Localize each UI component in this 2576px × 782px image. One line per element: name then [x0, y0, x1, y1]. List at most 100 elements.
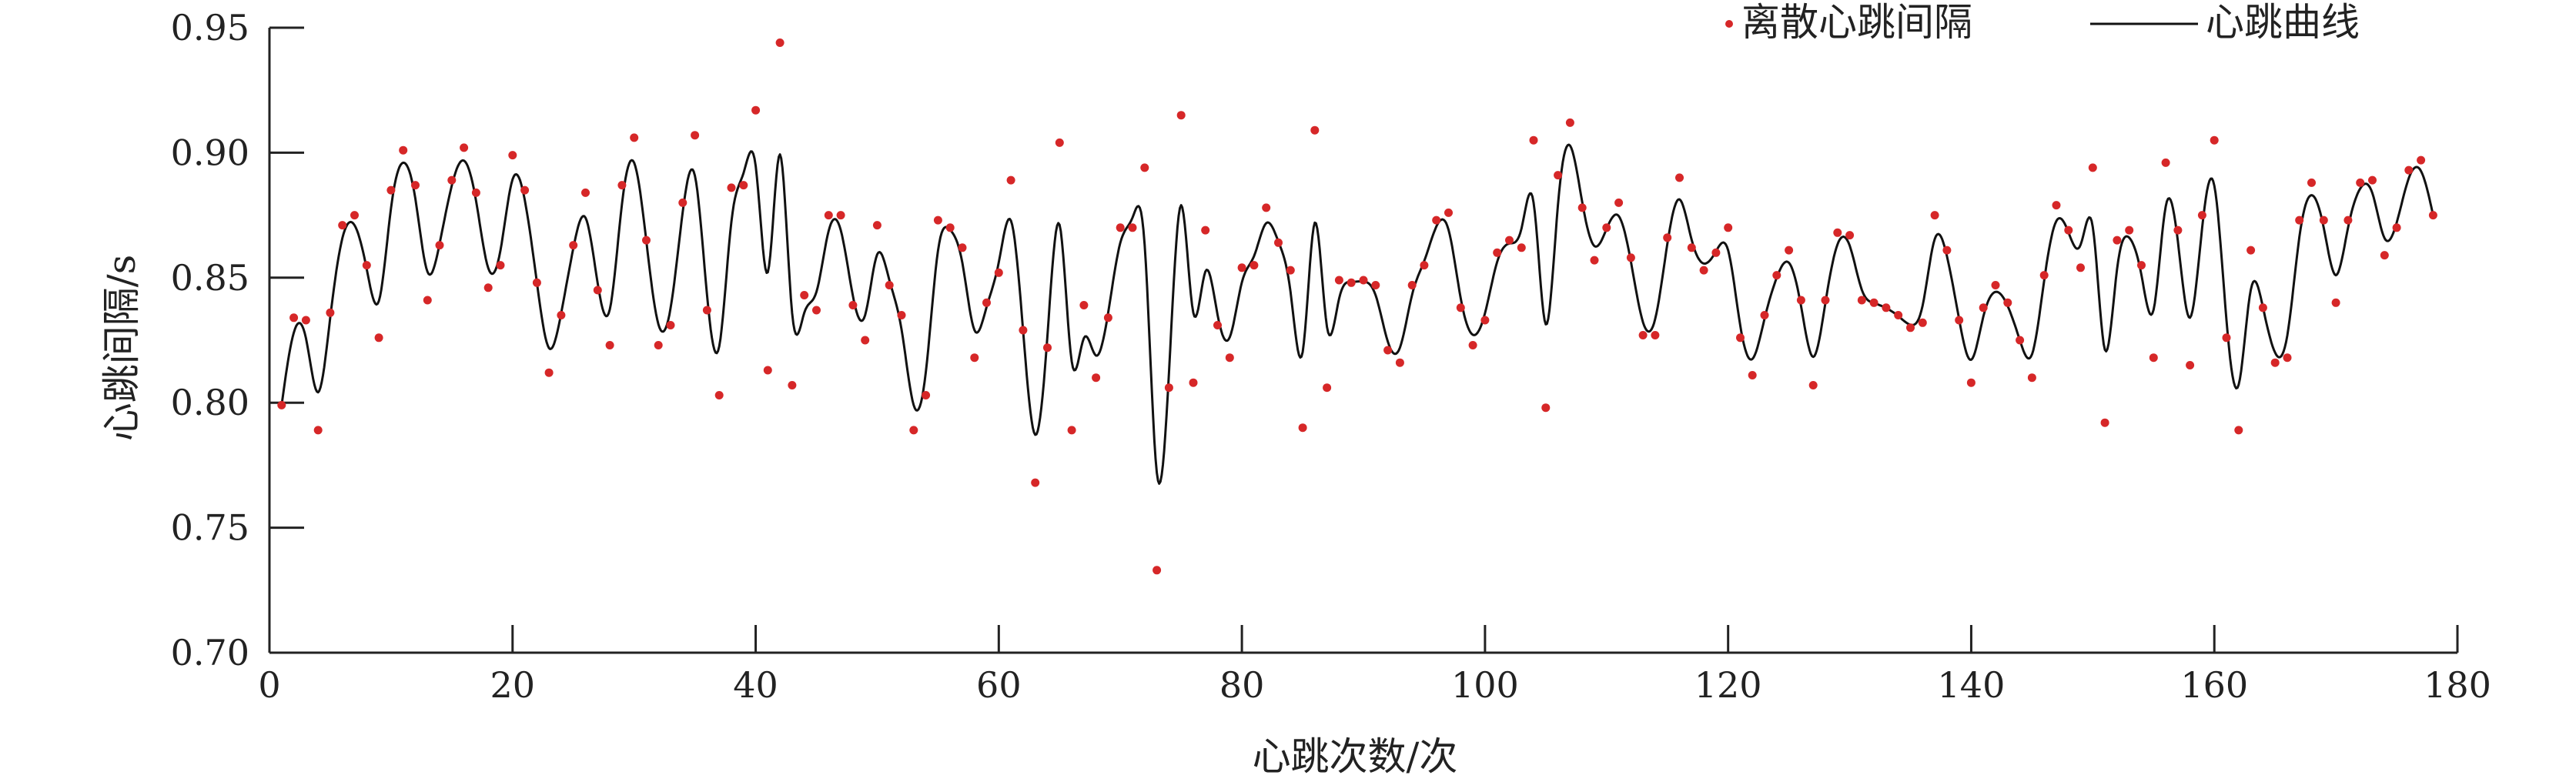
rr-interval-point — [1554, 171, 1563, 180]
rr-interval-point — [1651, 331, 1660, 339]
axes: 0.70 0.75 0.80 0.85 0.90 0.95 0 20 40 60 80 100 120 1… — [171, 7, 2491, 706]
rr-interval-points-layer — [277, 38, 2437, 575]
x-axis-title: 心跳次数/次 — [1253, 734, 1458, 779]
rr-interval-point — [1590, 256, 1599, 265]
rr-interval-point — [1055, 138, 1064, 147]
x-tick-label: 0 — [258, 664, 280, 706]
rr-interval-point — [423, 296, 432, 305]
rr-interval-point — [350, 211, 359, 220]
rr-interval-point — [1529, 135, 1538, 145]
rr-interval-point — [1371, 281, 1380, 289]
y-tick-label: 0.70 — [171, 632, 249, 673]
legend-curve-label: 心跳曲线 — [2206, 0, 2360, 45]
rr-interval-point — [460, 143, 469, 152]
rr-interval-point — [1116, 223, 1125, 232]
rr-interval-point — [1128, 223, 1137, 232]
rr-interval-point — [2027, 373, 2036, 383]
rr-interval-point — [1456, 303, 1465, 312]
rr-interval-point — [1930, 211, 1939, 220]
rr-interval-point — [1031, 478, 1040, 487]
rr-interval-point — [2234, 426, 2243, 435]
rr-interval-point — [1250, 261, 1259, 270]
rr-interval-point — [812, 306, 821, 315]
rr-interval-point — [691, 131, 700, 140]
legend-scatter-marker — [1725, 20, 1733, 28]
rr-interval-point — [301, 316, 310, 325]
rr-interval-point — [2197, 211, 2206, 220]
rr-interval-point — [2356, 178, 2365, 187]
rr-interval-point — [2173, 226, 2183, 235]
rr-interval-point — [435, 241, 444, 250]
y-tick-label: 0.80 — [171, 382, 249, 423]
rr-interval-point — [374, 333, 383, 343]
rr-interval-point — [2258, 303, 2267, 312]
rr-interval-point — [2125, 226, 2134, 235]
rr-interval-point — [1103, 313, 1112, 322]
rr-interval-point — [1675, 173, 1684, 182]
rr-interval-point — [593, 286, 602, 295]
rr-interval-point — [1724, 223, 1733, 232]
x-tick-label: 80 — [1219, 664, 1265, 706]
rr-interval-point — [2283, 353, 2292, 363]
rr-interval-point — [1432, 216, 1441, 225]
rr-interval-point — [411, 181, 420, 190]
rr-interval-point — [1894, 311, 1903, 319]
rr-interval-point — [2380, 251, 2389, 260]
rr-interval-point — [2186, 361, 2195, 369]
rr-interval-point — [1140, 163, 1149, 172]
rr-interval-point — [702, 306, 711, 315]
rr-interval-point — [2307, 178, 2316, 187]
rr-interval-point — [1808, 381, 1818, 389]
rr-interval-point — [2417, 155, 2426, 165]
rr-interval-point — [2064, 226, 2073, 235]
rr-interval-point — [630, 133, 639, 142]
rr-interval-point — [1991, 281, 2000, 289]
rr-interval-point — [848, 301, 858, 309]
rr-interval-point — [1711, 248, 1721, 257]
rr-interval-point — [2246, 246, 2256, 255]
rr-interval-point — [1869, 298, 1878, 307]
rr-interval-point — [1663, 233, 1672, 242]
rr-interval-point — [2016, 336, 2025, 345]
rr-interval-point — [326, 308, 335, 317]
x-tick-label: 180 — [2424, 664, 2491, 706]
rr-interval-point — [1517, 243, 1526, 252]
rr-interval-point — [496, 261, 505, 270]
rr-interval-point — [617, 181, 627, 190]
rr-interval-point — [471, 188, 480, 197]
rr-interval-point — [2368, 175, 2377, 185]
rr-interval-point — [1006, 175, 1015, 185]
rr-interval-point — [1748, 371, 1757, 379]
rr-interval-point — [751, 105, 761, 115]
rr-interval-point — [945, 223, 955, 232]
rr-interval-point — [338, 221, 347, 230]
rr-interval-point — [544, 368, 554, 377]
legend-scatter-label: 离散心跳间隔 — [1741, 0, 1972, 45]
rr-interval-point — [1882, 303, 1891, 312]
rr-interval-point — [520, 185, 530, 195]
x-tick-label: 160 — [2180, 664, 2248, 706]
rr-interval-point — [1918, 318, 1927, 327]
rr-interval-point — [2088, 163, 2097, 172]
y-axis-title: 心跳间隔/s — [99, 255, 144, 442]
rr-interval-point — [1237, 263, 1246, 272]
rr-interval-point — [1213, 321, 1222, 329]
rr-interval-point — [1383, 346, 1393, 355]
rr-interval-point — [1614, 198, 1624, 207]
legend: 离散心跳间隔 心跳曲线 — [1725, 0, 2360, 45]
rr-interval-point — [2270, 358, 2280, 367]
rr-interval-point — [1395, 358, 1404, 367]
rr-interval-point — [666, 321, 675, 329]
rr-interval-point — [958, 243, 967, 252]
rr-interval-point — [1201, 226, 1210, 235]
heartbeat-curve — [280, 143, 2434, 485]
rr-interval-point — [2428, 211, 2437, 220]
rr-interval-point — [1067, 426, 1076, 435]
rr-interval-point — [642, 236, 651, 245]
rr-interval-point — [836, 211, 845, 220]
rr-interval-point — [2210, 135, 2219, 145]
rr-interval-point — [1638, 331, 1648, 339]
rr-interval-point — [678, 198, 687, 207]
rr-interval-point — [727, 183, 736, 192]
rr-interval-point — [1687, 243, 1696, 252]
